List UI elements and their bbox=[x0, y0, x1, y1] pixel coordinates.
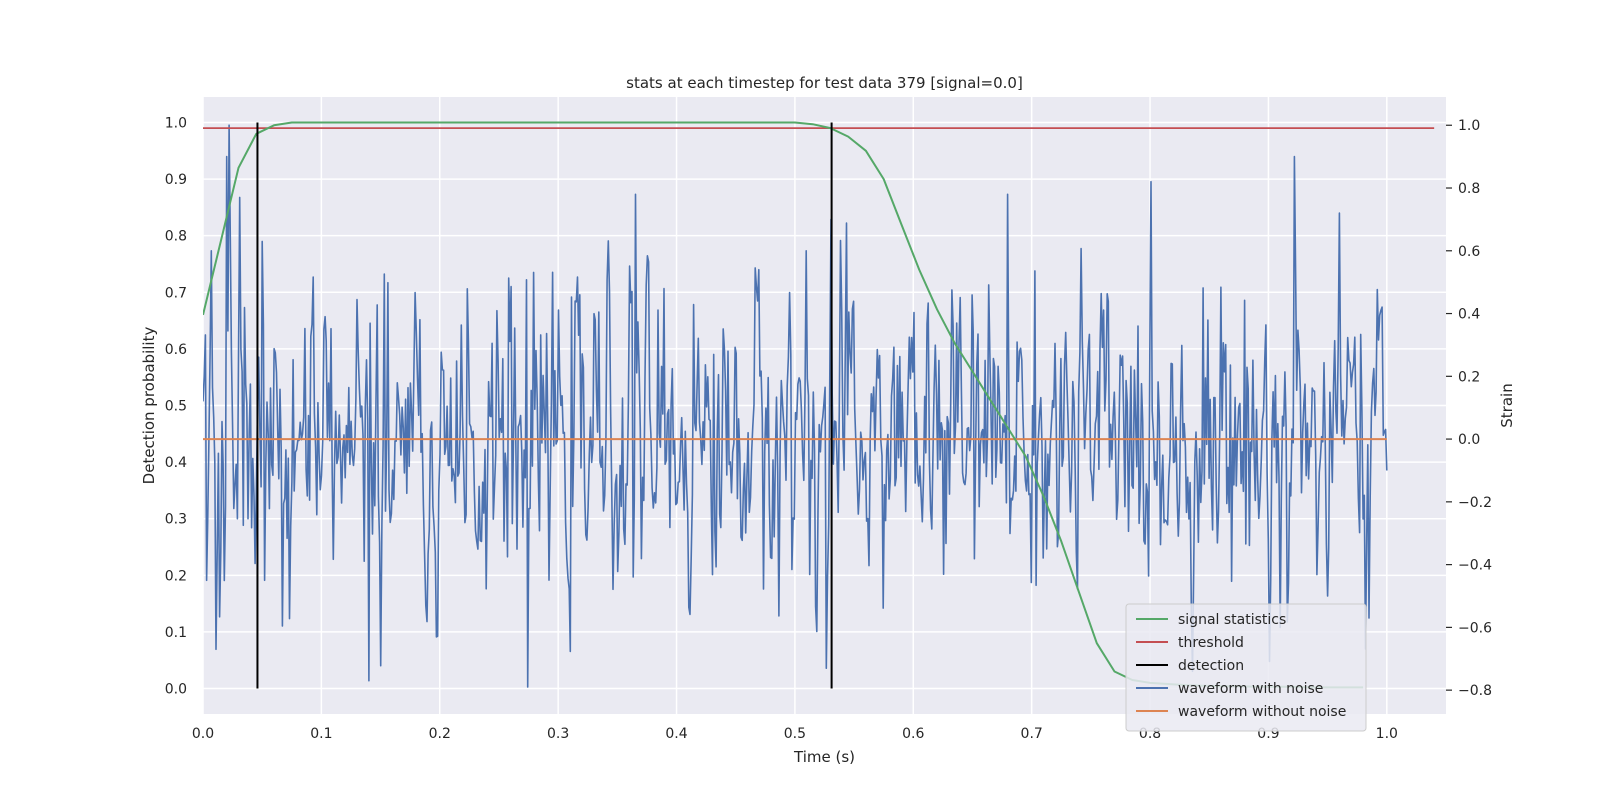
legend-label: signal statistics bbox=[1178, 612, 1286, 628]
y-left-tick-label: 0.8 bbox=[165, 229, 187, 245]
y-right-tick-label: −0.6 bbox=[1458, 620, 1492, 636]
y-left-tick-label: 0.1 bbox=[165, 625, 187, 641]
x-tick-label: 0.5 bbox=[784, 726, 806, 742]
x-tick-label: 0.0 bbox=[192, 726, 214, 742]
chart-title: stats at each timestep for test data 379… bbox=[626, 74, 1023, 92]
y-right-tick-label: 0.2 bbox=[1458, 369, 1480, 385]
y-right-tick-label: 0.0 bbox=[1458, 432, 1480, 448]
x-tick-label: 1.0 bbox=[1376, 726, 1398, 742]
x-tick-label: 0.3 bbox=[547, 726, 569, 742]
x-tick-label: 0.6 bbox=[902, 726, 924, 742]
legend-label: waveform without noise bbox=[1178, 704, 1346, 720]
y-left-tick-label: 0.2 bbox=[165, 568, 187, 584]
y-axis-left-title: Detection probability bbox=[140, 327, 158, 485]
y-left-tick-label: 0.3 bbox=[165, 512, 187, 528]
y-right-tick-label: 1.0 bbox=[1458, 118, 1480, 134]
legend-label: threshold bbox=[1178, 635, 1244, 651]
legend-box bbox=[1125, 603, 1367, 732]
x-tick-label: 0.4 bbox=[665, 726, 687, 742]
series-layer bbox=[203, 121, 1435, 689]
legend-label: waveform with noise bbox=[1178, 681, 1323, 697]
y-right-tick-label: −0.8 bbox=[1458, 683, 1492, 699]
y-left-tick-label: 0.6 bbox=[165, 342, 187, 358]
y-right-tick-label: −0.4 bbox=[1458, 558, 1492, 574]
y-right-tick-label: 0.8 bbox=[1458, 181, 1480, 197]
x-tick-label: 0.1 bbox=[310, 726, 332, 742]
x-tick-label: 0.7 bbox=[1021, 726, 1043, 742]
y-right-tick-label: −0.2 bbox=[1458, 495, 1492, 511]
y-right-tick-label: 0.6 bbox=[1458, 244, 1480, 260]
y-left-tick-label: 0.5 bbox=[165, 399, 187, 415]
y-left-tick-label: 0.9 bbox=[165, 172, 187, 188]
y-left-tick-label: 1.0 bbox=[165, 115, 187, 131]
y-axis-right-title: Strain bbox=[1498, 383, 1516, 427]
y-left-tick-label: 0.4 bbox=[165, 455, 187, 471]
y-axis-left-ticks: 0.0 0.1 0.2 0.3 0.4 0.5 0.6 0.7 0.8 0.9 1.0 bbox=[165, 115, 187, 697]
y-left-tick-label: 0.0 bbox=[165, 682, 187, 698]
legend: signal statistics threshold detection wavef… bbox=[1125, 603, 1367, 732]
y-right-tick-label: 0.4 bbox=[1458, 307, 1480, 323]
x-axis-title: Time (s) bbox=[793, 748, 855, 766]
y-axis-right-ticks: −0.8 −0.6 −0.4 −0.2 0.0 0.2 0.4 0.6 0.8 1.0 bbox=[1446, 118, 1492, 699]
legend-label: detection bbox=[1178, 658, 1244, 674]
y-left-tick-label: 0.7 bbox=[165, 285, 187, 301]
series-waveform-with-noise bbox=[203, 124, 1388, 688]
x-tick-label: 0.2 bbox=[429, 726, 451, 742]
